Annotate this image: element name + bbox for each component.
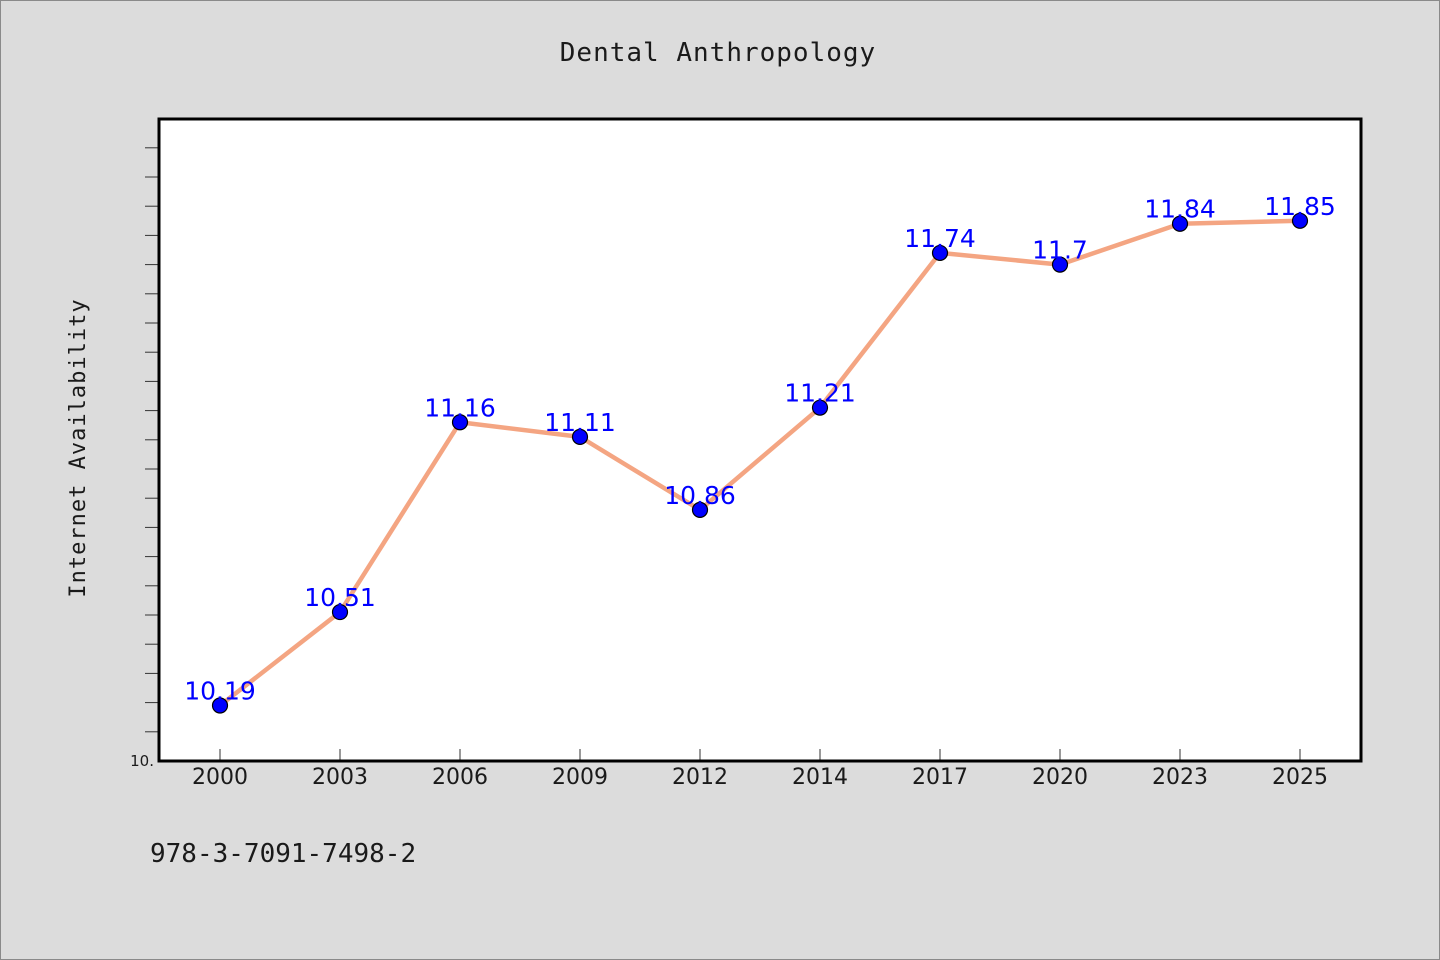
- data-value-label: 11.84: [1144, 195, 1216, 224]
- x-tick-label: 2003: [312, 765, 368, 790]
- data-point-marker: [331, 603, 349, 621]
- data-value-label: 11.7: [1032, 236, 1088, 265]
- x-tick-label: 2012: [672, 765, 728, 790]
- x-tick-label: 2006: [432, 765, 488, 790]
- data-point-marker: [1171, 215, 1189, 232]
- y-axis-label: Internet Availability: [66, 298, 91, 597]
- data-point-marker: [571, 428, 589, 445]
- x-tick-label: 2009: [552, 765, 608, 790]
- data-value-label: 11.21: [784, 379, 856, 408]
- data-point-marker: [1291, 212, 1309, 229]
- data-point-marker: [451, 414, 469, 431]
- x-tick-label: 2017: [912, 765, 968, 790]
- data-point-marker: [211, 697, 229, 714]
- data-point-marker: [811, 399, 829, 416]
- x-tick-label: 2000: [192, 765, 248, 790]
- data-value-label: 11.85: [1264, 192, 1336, 221]
- data-value-label: 11.16: [424, 393, 496, 422]
- data-value-label: 10.51: [304, 583, 376, 612]
- data-point-marker: [1051, 256, 1069, 273]
- chart-title: Dental Anthropology: [560, 38, 876, 68]
- y-axis-ticks: 10.: [130, 147, 159, 770]
- series-polyline: [217, 218, 1303, 708]
- plot-area: [159, 119, 1361, 761]
- footnote-isbn: 978-3-7091-7498-2: [150, 839, 416, 869]
- series-line: [217, 218, 1303, 708]
- data-labels: 10.19 10.51 11.16 11.11 10.86 11.21 11.74 11.7 1…: [184, 192, 1336, 706]
- data-point-marker: [931, 244, 949, 262]
- x-tick-label: 2025: [1272, 765, 1328, 790]
- x-tick-label: 2020: [1032, 765, 1088, 790]
- x-tick-label: 2014: [792, 765, 848, 790]
- y-tick-label: 10.: [130, 752, 154, 770]
- plot-border: [157, 117, 1363, 763]
- data-value-label: 10.86: [664, 481, 736, 510]
- data-point-marker: [691, 501, 709, 518]
- series-markers: [211, 212, 1309, 714]
- data-value-label: 11.74: [904, 224, 976, 253]
- x-tick-label: 2023: [1152, 765, 1208, 790]
- data-value-label: 10.19: [184, 677, 256, 706]
- x-axis-ticks: 2000 2003 2006 2009 2012 2014 2017 2020 2023 2025: [192, 749, 1328, 790]
- data-value-label: 11.11: [544, 408, 616, 437]
